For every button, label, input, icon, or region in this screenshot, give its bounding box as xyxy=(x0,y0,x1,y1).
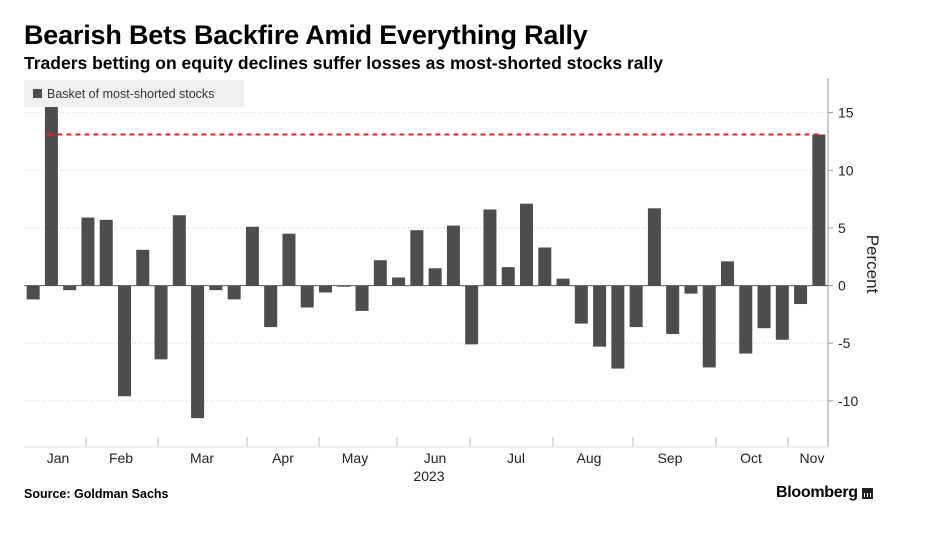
bar xyxy=(702,285,716,368)
bar xyxy=(373,260,387,286)
y-axis-title: Percent xyxy=(863,235,882,294)
bar xyxy=(501,267,515,286)
bar xyxy=(483,209,497,286)
y-tick-label: -5 xyxy=(838,335,851,351)
bar xyxy=(282,233,296,286)
y-tick-label: 0 xyxy=(838,278,846,294)
bar xyxy=(666,285,680,334)
bar xyxy=(775,285,789,340)
bar xyxy=(574,285,588,324)
x-tick-label: Nov xyxy=(800,450,825,466)
bar xyxy=(118,285,131,397)
bar xyxy=(209,285,223,291)
y-tick-label: 15 xyxy=(838,105,854,121)
x-tick-label: Jan xyxy=(47,450,70,466)
source-note: Source: Goldman Sachs xyxy=(24,487,169,501)
chart-subtitle: Traders betting on equity declines suffe… xyxy=(24,53,663,73)
bar xyxy=(26,285,40,300)
bar xyxy=(465,285,479,345)
legend-label: Basket of most-shorted stocks xyxy=(47,87,214,101)
bar xyxy=(428,268,442,286)
x-axis-year-label: 2023 xyxy=(413,468,444,484)
bar xyxy=(245,226,259,286)
legend-swatch xyxy=(33,89,42,98)
bar xyxy=(721,261,734,286)
y-tick-label: -10 xyxy=(838,393,858,409)
bar xyxy=(556,278,570,286)
bar xyxy=(191,285,205,419)
legend-box xyxy=(24,80,244,107)
bar xyxy=(44,101,58,286)
bar xyxy=(227,285,241,300)
chart-title: Bearish Bets Backfire Amid Everything Ra… xyxy=(24,20,588,50)
bar xyxy=(136,249,150,286)
x-tick-label: Jul xyxy=(507,450,525,466)
bar xyxy=(520,203,533,286)
bar xyxy=(739,285,753,354)
x-tick-label: Aug xyxy=(577,450,602,466)
brand-name: Bloomberg xyxy=(776,484,858,501)
bar xyxy=(812,134,826,286)
bar xyxy=(337,285,351,287)
bar xyxy=(757,285,771,329)
reference-line-start-marker xyxy=(46,132,51,137)
bar xyxy=(172,215,186,286)
bar xyxy=(446,225,460,286)
bar xyxy=(593,285,607,347)
y-tick-label: 10 xyxy=(838,162,854,178)
bar xyxy=(319,285,332,293)
bar xyxy=(410,230,424,286)
x-tick-label: Feb xyxy=(109,450,133,466)
bar xyxy=(264,285,278,328)
x-tick-label: Jun xyxy=(424,450,447,466)
bar xyxy=(99,219,113,286)
bar xyxy=(538,247,552,286)
x-tick-label: Sep xyxy=(658,450,683,466)
bar xyxy=(63,285,77,291)
bar xyxy=(794,285,808,305)
bar xyxy=(154,285,168,360)
x-tick-label: Oct xyxy=(740,450,762,466)
bar xyxy=(611,285,625,369)
bar xyxy=(392,277,406,286)
bar xyxy=(647,208,661,286)
bar xyxy=(300,285,314,308)
bar xyxy=(684,285,698,294)
x-tick-label: Mar xyxy=(190,450,214,466)
x-tick-label: May xyxy=(342,450,368,466)
bloomberg-terminal-icon xyxy=(861,487,873,499)
y-tick-label: 5 xyxy=(838,220,846,236)
x-tick-label: Apr xyxy=(272,450,294,466)
bar xyxy=(355,285,369,311)
bloomberg-logo: Bloomberg xyxy=(776,484,873,502)
bar xyxy=(81,217,95,286)
bar xyxy=(629,285,643,328)
